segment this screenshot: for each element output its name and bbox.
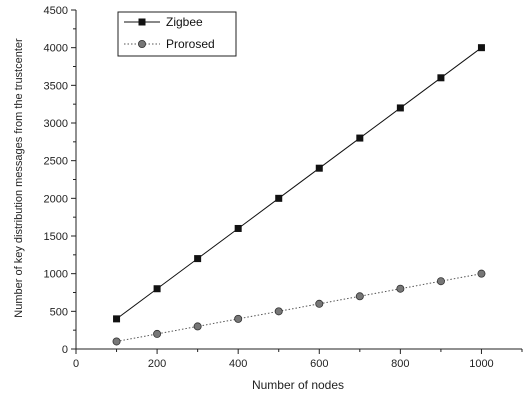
- data-point: [477, 269, 486, 278]
- legend-box: [117, 11, 237, 57]
- y-tick-label: 2500: [44, 156, 68, 168]
- x-tick-label: 600: [310, 358, 328, 370]
- x-tick-label: 200: [148, 358, 166, 370]
- x-axis-label: Number of nodes: [252, 378, 344, 392]
- data-point: [193, 322, 202, 331]
- legend-label: Zigbee: [166, 15, 203, 29]
- y-tick-label: 4000: [44, 43, 68, 55]
- data-point: [234, 224, 242, 232]
- data-point: [396, 284, 405, 293]
- axes: 0 200 400 600 800 1000 0 500 1000 1500 2000 2500 300…: [44, 5, 523, 370]
- y-tick-label: 1500: [44, 231, 68, 243]
- data-point: [153, 285, 161, 293]
- data-point: [436, 277, 445, 286]
- legend-marker: [138, 18, 146, 26]
- y-tick-label: 500: [50, 306, 68, 318]
- x-tick-label: 400: [229, 358, 247, 370]
- y-tick-label: 4500: [44, 5, 68, 17]
- x-tick-label: 1000: [469, 358, 493, 370]
- data-point: [315, 164, 323, 172]
- data-point: [275, 194, 283, 202]
- data-point: [112, 337, 121, 346]
- legend: Zigbee Prorosed: [117, 11, 237, 57]
- y-tick-label: 3000: [44, 118, 68, 130]
- data-point: [396, 104, 404, 112]
- legend-marker: [137, 40, 146, 49]
- data-point: [437, 74, 445, 82]
- y-tick-label: 1000: [44, 269, 68, 281]
- data-point: [234, 314, 243, 323]
- y-tick-label: 2000: [44, 193, 68, 205]
- data-point: [194, 255, 202, 263]
- y-tick-label: 3500: [44, 80, 68, 92]
- series-zigbee: [113, 44, 485, 323]
- data-point: [274, 307, 283, 316]
- y-axis-label: Number of key distribution messages from…: [13, 38, 25, 318]
- data-point: [355, 292, 364, 301]
- data-point: [315, 299, 324, 308]
- data-point: [113, 315, 121, 323]
- data-point: [153, 329, 162, 338]
- series-line: [116, 273, 482, 342]
- series-prorosed: [112, 269, 486, 346]
- data-point: [356, 134, 364, 142]
- x-tick-label: 0: [73, 358, 79, 370]
- series-line: [116, 47, 482, 320]
- series-layer: [112, 44, 486, 346]
- legend-label: Prorosed: [166, 37, 215, 51]
- y-tick-label: 0: [62, 344, 68, 356]
- data-point: [477, 44, 485, 52]
- x-tick-label: 800: [391, 358, 409, 370]
